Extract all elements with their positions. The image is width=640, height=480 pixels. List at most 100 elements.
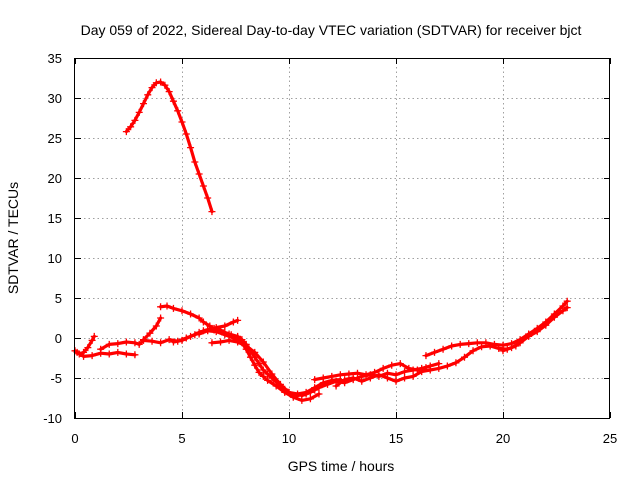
data-point [217,326,225,334]
data-point [90,332,98,340]
data-point [131,339,139,347]
data-point [392,371,400,379]
data-point [122,350,130,358]
data-point [388,361,396,369]
series-arc-late [422,297,571,360]
data-point [448,342,456,350]
data-point [122,128,130,136]
data-point [332,382,340,390]
data-point [139,336,147,344]
data-point [146,329,154,337]
data-point [264,376,272,384]
y-tick-label: -10 [43,411,62,426]
data-point [80,352,88,360]
data-point [375,371,383,379]
data-point [105,350,113,358]
data-point [482,339,490,347]
data-point [533,328,541,336]
data-point [178,307,186,315]
data-point [426,366,434,374]
data-point [268,374,276,382]
y-tick-label: 20 [48,171,62,186]
data-point [315,390,323,398]
data-point [435,364,443,372]
data-point [204,194,212,202]
data-point [178,118,186,126]
data-point [422,352,430,360]
data-point [135,108,143,116]
data-point [88,352,96,360]
data-point [169,304,177,312]
series-line [159,304,216,332]
data-point [255,368,263,376]
data-point [105,340,113,348]
data-point [169,338,177,346]
y-tick-label: 15 [48,211,62,226]
data-point [97,345,105,353]
data-point [195,170,203,178]
series-arc-peak-mid [157,302,218,334]
data-point [157,339,165,347]
grid-lines [75,58,610,418]
data-point [353,369,361,377]
data-point [84,344,92,352]
x-tick-label: 20 [496,431,510,446]
y-tick-label: 0 [55,331,62,346]
x-tick-label: 10 [282,431,296,446]
data-point [418,368,426,376]
data-point [409,372,417,380]
series-arc-trough-b [311,360,430,384]
data-point [195,330,203,338]
data-point [431,348,439,356]
series-line [124,80,214,214]
data-point [165,88,173,96]
data-point [152,79,160,87]
data-point [490,340,498,348]
y-tick-label: 5 [55,291,62,306]
data-point [559,307,567,315]
data-point [152,322,160,330]
data-point [221,322,229,330]
data-point [144,91,152,99]
data-point [452,359,460,367]
data-point [396,360,404,368]
data-point [225,336,233,344]
data-point [298,392,306,400]
series-arc-mid-e [227,331,323,404]
data-point [148,84,156,92]
data-point [379,364,387,372]
data-point [199,318,207,326]
y-tick-label: 25 [48,131,62,146]
y-tick-label: 30 [48,91,62,106]
data-point [157,314,165,322]
data-point [114,340,122,348]
data-point [238,339,246,347]
data-point [165,336,173,344]
data-point [499,347,507,355]
data-point [465,340,473,348]
series-arc-late-b [499,304,571,355]
data-point [294,390,302,398]
data-point [217,338,225,346]
data-point [550,313,558,321]
data-point [127,123,135,131]
data-point [542,321,550,329]
data-point [405,364,413,372]
data-point [227,331,235,339]
data-point [456,340,464,348]
series-layer [71,78,571,404]
series-arc-early-b [73,348,139,360]
data-point [208,339,216,347]
data-point [358,377,366,385]
data-point [139,100,147,108]
data-point [191,158,199,166]
data-point [563,297,571,305]
data-point [161,81,169,89]
data-point [443,362,451,370]
data-point [439,345,447,353]
data-point [199,182,207,190]
data-point [401,374,409,382]
data-point [272,382,280,390]
data-point [246,353,254,361]
series-line [141,316,163,342]
